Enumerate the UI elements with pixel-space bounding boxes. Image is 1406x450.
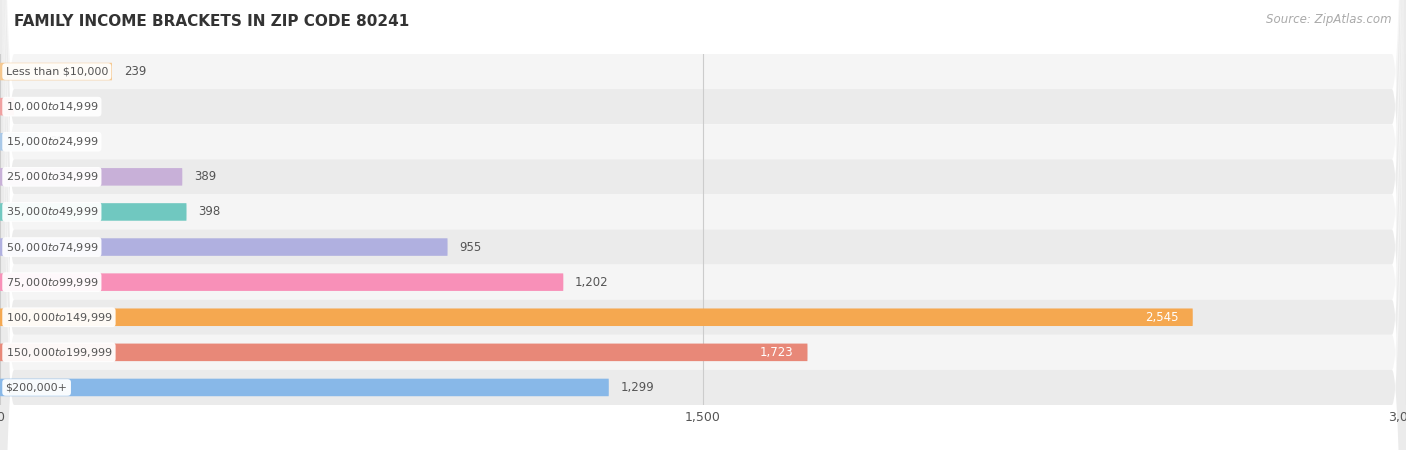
FancyBboxPatch shape [0, 273, 564, 291]
Text: $150,000 to $199,999: $150,000 to $199,999 [6, 346, 112, 359]
Text: 955: 955 [460, 241, 481, 253]
FancyBboxPatch shape [0, 203, 187, 221]
FancyBboxPatch shape [0, 63, 112, 80]
Text: 2,545: 2,545 [1146, 311, 1178, 324]
Text: $75,000 to $99,999: $75,000 to $99,999 [6, 276, 98, 288]
Text: Source: ZipAtlas.com: Source: ZipAtlas.com [1267, 14, 1392, 27]
Text: $10,000 to $14,999: $10,000 to $14,999 [6, 100, 98, 113]
Text: Less than $10,000: Less than $10,000 [6, 67, 108, 76]
Text: $200,000+: $200,000+ [6, 382, 67, 392]
Text: 239: 239 [124, 65, 146, 78]
Text: $25,000 to $34,999: $25,000 to $34,999 [6, 171, 98, 183]
FancyBboxPatch shape [0, 379, 609, 396]
Text: 1,723: 1,723 [759, 346, 793, 359]
FancyBboxPatch shape [0, 168, 183, 185]
FancyBboxPatch shape [0, 309, 1192, 326]
Text: $35,000 to $49,999: $35,000 to $49,999 [6, 206, 98, 218]
FancyBboxPatch shape [0, 238, 447, 256]
FancyBboxPatch shape [0, 98, 14, 115]
Text: 389: 389 [194, 171, 217, 183]
Text: 1,299: 1,299 [620, 381, 654, 394]
Text: 0: 0 [25, 100, 34, 113]
Text: $15,000 to $24,999: $15,000 to $24,999 [6, 135, 98, 148]
Text: 398: 398 [198, 206, 221, 218]
Text: $100,000 to $149,999: $100,000 to $149,999 [6, 311, 112, 324]
Text: 80: 80 [49, 135, 63, 148]
Text: FAMILY INCOME BRACKETS IN ZIP CODE 80241: FAMILY INCOME BRACKETS IN ZIP CODE 80241 [14, 14, 409, 28]
FancyBboxPatch shape [0, 133, 38, 150]
Text: 1,202: 1,202 [575, 276, 609, 288]
FancyBboxPatch shape [0, 344, 807, 361]
Text: $50,000 to $74,999: $50,000 to $74,999 [6, 241, 98, 253]
